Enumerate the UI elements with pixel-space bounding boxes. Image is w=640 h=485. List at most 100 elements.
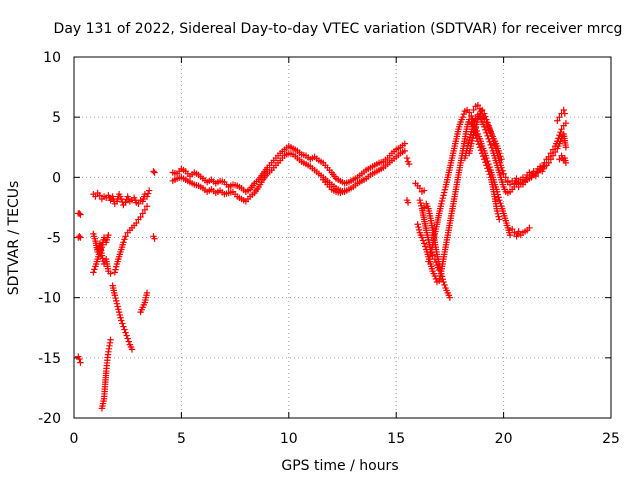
data-point	[77, 211, 84, 218]
x-tick-label: 0	[70, 431, 79, 447]
data-point	[556, 156, 563, 163]
data-point	[143, 289, 151, 297]
y-tick-label: 10	[43, 50, 61, 66]
data-point	[481, 123, 488, 130]
data-point	[485, 135, 492, 143]
data-point	[468, 140, 475, 147]
data-point	[484, 157, 491, 165]
data-point	[438, 200, 445, 208]
data-point	[466, 136, 473, 144]
data-point	[440, 192, 447, 199]
data-point	[128, 346, 136, 353]
data-point	[439, 276, 446, 283]
data-point	[91, 266, 98, 273]
data-point	[493, 188, 501, 195]
data-point	[414, 221, 421, 228]
data-point	[515, 183, 522, 191]
data-point	[77, 359, 84, 366]
data-point	[471, 118, 478, 125]
y-tick-label: -5	[47, 231, 61, 247]
data-point	[562, 144, 570, 151]
data-point	[481, 110, 488, 117]
data-point	[133, 219, 140, 227]
data-point	[440, 278, 447, 286]
data-point	[460, 110, 468, 118]
data-point	[464, 142, 471, 149]
data-point	[113, 300, 121, 307]
data-point	[494, 210, 502, 218]
data-point	[469, 134, 477, 142]
data-point	[107, 196, 114, 204]
data-point	[141, 206, 149, 214]
data-point	[494, 191, 502, 198]
data-point	[144, 190, 152, 197]
data-point	[96, 192, 103, 199]
data-point	[562, 119, 570, 127]
data-point	[120, 323, 127, 330]
plot-frame	[73, 56, 612, 419]
data-point	[549, 152, 557, 159]
data-point	[519, 174, 527, 181]
data-point	[471, 129, 478, 136]
data-point	[562, 159, 570, 167]
data-point	[118, 317, 125, 324]
data-point	[117, 314, 124, 321]
data-point	[467, 131, 474, 138]
data-point	[137, 213, 144, 221]
data-point	[557, 129, 564, 136]
data-point	[416, 184, 424, 192]
data-point	[496, 196, 503, 204]
data-point	[558, 126, 565, 133]
data-point	[105, 231, 112, 239]
data-point	[417, 199, 424, 207]
data-point	[112, 294, 119, 302]
data-point	[441, 186, 449, 193]
data-point	[466, 109, 473, 116]
data-point	[122, 233, 129, 240]
data-point	[478, 106, 486, 114]
data-point	[547, 156, 555, 163]
data-point	[499, 167, 506, 174]
data-point	[532, 172, 540, 180]
x-axis-label: GPS time / hours	[281, 458, 398, 474]
data-point	[111, 292, 119, 299]
data-point	[122, 329, 129, 336]
data-point	[401, 147, 408, 155]
data-point	[439, 194, 446, 202]
data-point	[556, 113, 563, 121]
data-point	[526, 224, 533, 232]
data-point	[515, 228, 522, 235]
x-tick-label: 15	[387, 431, 405, 447]
data-point	[122, 199, 129, 206]
data-point	[466, 116, 473, 123]
data-point	[420, 187, 428, 194]
data-point	[403, 154, 411, 162]
data-point	[107, 336, 114, 343]
data-point	[120, 239, 127, 246]
y-tick-label: 5	[52, 110, 61, 126]
data-point	[463, 145, 471, 152]
data-point	[500, 170, 507, 177]
data-point	[441, 281, 448, 289]
data-point	[123, 332, 130, 339]
y-tick-label: -15	[38, 351, 61, 367]
data-point	[470, 132, 477, 139]
data-point	[468, 112, 475, 120]
data-point	[107, 270, 114, 277]
data-point	[416, 196, 424, 204]
y-axis-label: SDTVAR / TECUs	[6, 181, 22, 296]
data-point	[472, 115, 479, 122]
data-point	[76, 233, 83, 240]
data-point	[485, 160, 492, 168]
data-point	[114, 303, 121, 310]
data-point	[421, 243, 429, 250]
x-tick-label: 20	[495, 431, 513, 447]
data-point	[484, 119, 491, 126]
x-tick-label: 5	[177, 431, 186, 447]
data-point	[497, 200, 504, 207]
data-point	[556, 132, 563, 139]
data-point	[506, 231, 514, 239]
data-point	[474, 101, 482, 109]
